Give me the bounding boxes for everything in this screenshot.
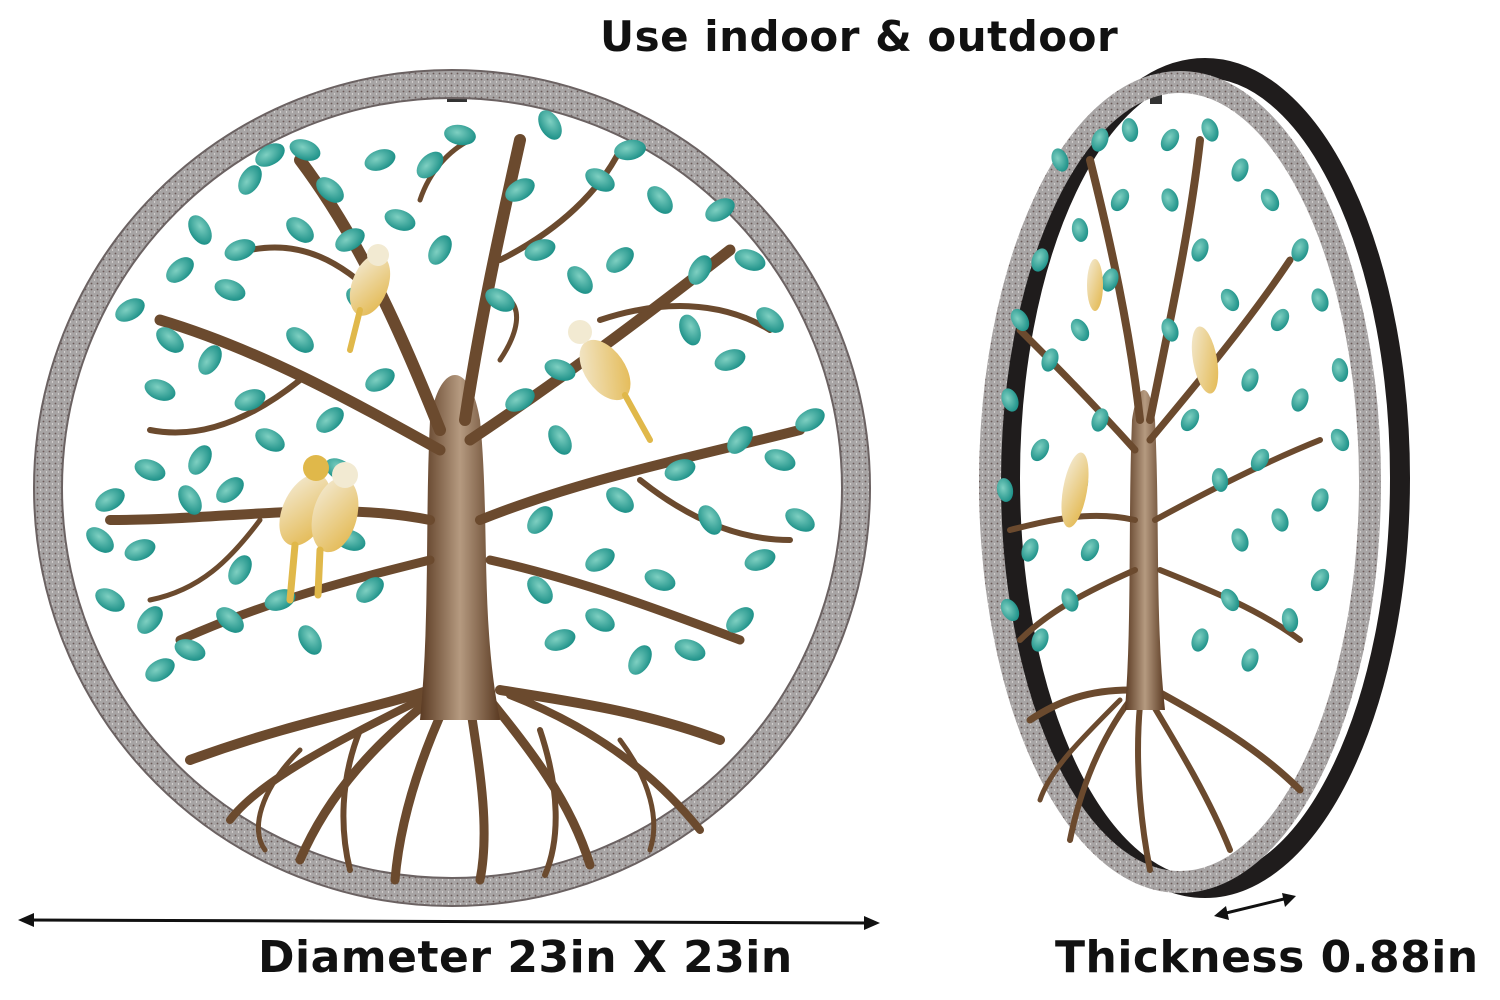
- usage-caption: Use indoor & outdoor: [600, 12, 1119, 61]
- side-birds: [1061, 259, 1219, 528]
- tree-trunk: [420, 375, 500, 720]
- diameter-caption: Diameter 23in X 23in: [258, 932, 793, 983]
- tree-roots: [185, 685, 725, 885]
- outer-ring: [34, 70, 870, 906]
- thickness-caption: Thickness 0.88in: [1055, 932, 1479, 983]
- tree-leaves: [86, 110, 825, 682]
- side-ring-front: [979, 71, 1381, 893]
- side-branches: [1007, 136, 1323, 643]
- diameter-arrow: [18, 913, 880, 930]
- thickness-arrow: [1214, 893, 1296, 920]
- side-roots: [1026, 686, 1304, 873]
- side-view: [979, 58, 1410, 898]
- front-view: [33, 69, 871, 907]
- side-leaves: [996, 118, 1350, 672]
- bird-figures: [279, 244, 653, 604]
